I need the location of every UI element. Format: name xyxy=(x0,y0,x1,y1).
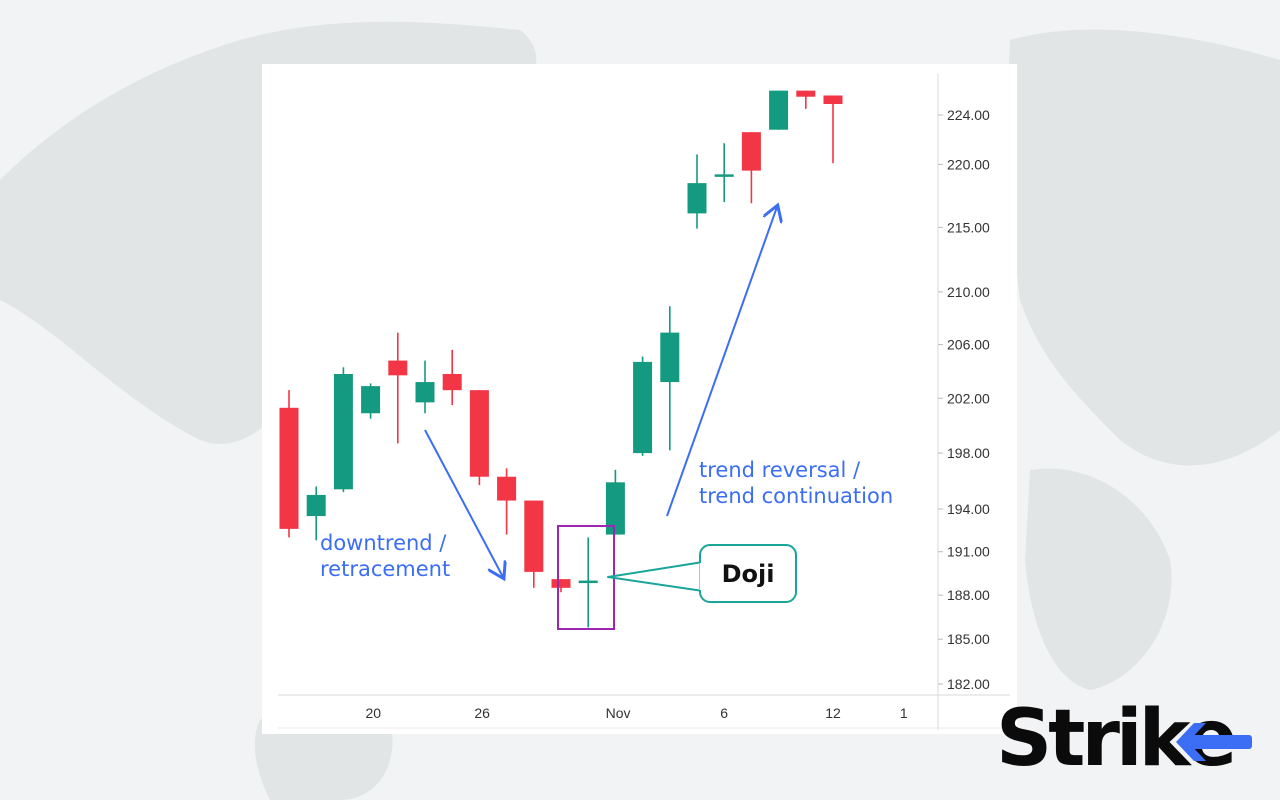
y-tick-label: 215.00 xyxy=(947,219,990,235)
candle-body-down xyxy=(524,500,544,572)
downtrend-arrow xyxy=(424,429,503,577)
candle-body-down xyxy=(741,132,761,171)
map-africa xyxy=(1025,468,1172,690)
candle-body-down xyxy=(823,95,843,105)
x-tick-label: 12 xyxy=(825,705,841,721)
y-tick-label: 191.00 xyxy=(947,544,990,560)
candle-body-up xyxy=(633,361,653,454)
candle-body-down xyxy=(796,90,816,97)
candle-body-down xyxy=(551,579,571,588)
candle-body-up xyxy=(361,386,381,414)
downtrend-label: retracement xyxy=(320,557,450,581)
y-tick-label: 194.00 xyxy=(947,501,990,517)
y-tick-label: 188.00 xyxy=(947,587,990,603)
candle-body-up xyxy=(333,373,353,490)
logo-accent-bar xyxy=(1182,735,1252,749)
y-tick-label: 206.00 xyxy=(947,337,990,353)
x-tick-label: 6 xyxy=(720,705,728,721)
doji-callout-pointer xyxy=(607,561,704,592)
candle-body-up xyxy=(769,90,789,130)
downtrend-label: downtrend / xyxy=(320,531,447,555)
candle-body-down xyxy=(469,390,489,477)
y-tick-label: 185.00 xyxy=(947,631,990,647)
candle-body-up xyxy=(578,580,598,584)
doji-highlight-box xyxy=(557,525,615,630)
x-tick-label: 1 xyxy=(900,705,908,721)
candle-body-up xyxy=(306,494,326,517)
y-tick-label: 220.00 xyxy=(947,156,990,172)
x-tick-label: 20 xyxy=(366,705,382,721)
candle-body-up xyxy=(415,382,435,403)
candle-body-down xyxy=(279,407,299,529)
reversal-arrow xyxy=(666,207,777,517)
x-tick-label: 26 xyxy=(474,705,490,721)
candle-body-down xyxy=(388,360,408,376)
candle-body-up xyxy=(605,482,625,535)
y-tick-label: 182.00 xyxy=(947,676,990,692)
reversal-label: trend reversal / xyxy=(699,458,861,482)
y-tick-label: 210.00 xyxy=(947,284,990,300)
y-tick-label: 198.00 xyxy=(947,445,990,461)
y-tick-label: 202.00 xyxy=(947,390,990,406)
reversal-label: trend continuation xyxy=(699,484,893,508)
candle-body-up xyxy=(714,174,734,177)
map-europe-asia xyxy=(1008,29,1280,466)
candle-body-down xyxy=(497,476,517,501)
doji-label: Doji xyxy=(722,560,775,588)
candle-body-up xyxy=(660,332,680,383)
strike-logo: Strike xyxy=(996,694,1252,780)
x-tick-label: Nov xyxy=(606,705,631,721)
logo-accent-arrow xyxy=(1176,723,1206,761)
candle-body-up xyxy=(687,183,707,214)
candle-body-down xyxy=(442,373,462,391)
y-tick-label: 224.00 xyxy=(947,107,990,123)
